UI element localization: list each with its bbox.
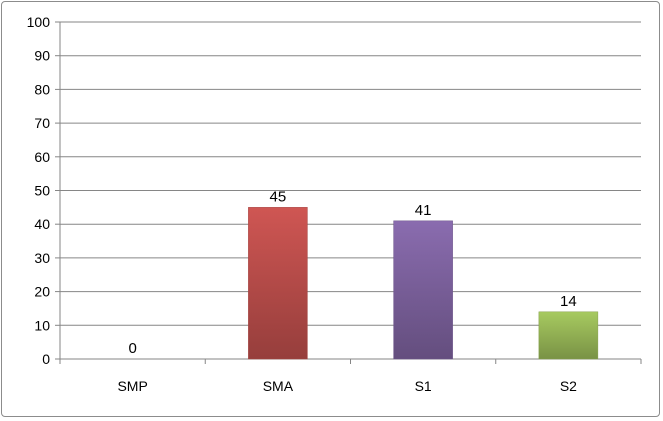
y-tick-label: 20 <box>34 284 50 300</box>
x-tick-label-s1: S1 <box>415 378 432 394</box>
y-tick-label: 100 <box>27 14 51 30</box>
gridlines <box>60 21 641 326</box>
y-tick-label: 90 <box>34 48 50 64</box>
y-tick-label: 0 <box>42 351 50 367</box>
y-tick-label: 30 <box>34 250 50 266</box>
labels: 0 10 20 30 40 50 60 70 80 90 100 0 SMP 45 SMA 41 S1 14 S2 <box>27 14 578 394</box>
data-label-smp: 0 <box>128 340 136 357</box>
bar-s1 <box>393 220 453 360</box>
data-label-sma: 45 <box>270 188 287 205</box>
x-tick-label-sma: SMA <box>263 378 294 394</box>
data-label-s2: 14 <box>560 293 577 310</box>
y-tick-label: 50 <box>34 183 50 199</box>
data-label-s1: 41 <box>415 202 432 219</box>
bars <box>248 207 599 360</box>
y-tick-label: 70 <box>34 115 50 131</box>
y-tick-label: 60 <box>34 149 50 165</box>
bar-sma <box>248 207 308 360</box>
y-tick-label: 10 <box>34 317 50 333</box>
y-tick-label: 40 <box>34 216 50 232</box>
y-tick-label: 80 <box>34 81 50 97</box>
bar-s2 <box>538 311 599 360</box>
x-tick-label-smp: SMP <box>117 378 147 394</box>
x-tick-label-s2: S2 <box>560 378 577 394</box>
bar-chart: 0 10 20 30 40 50 60 70 80 90 100 0 SMP 45 SMA 41 S1 14 S2 <box>27 14 642 394</box>
